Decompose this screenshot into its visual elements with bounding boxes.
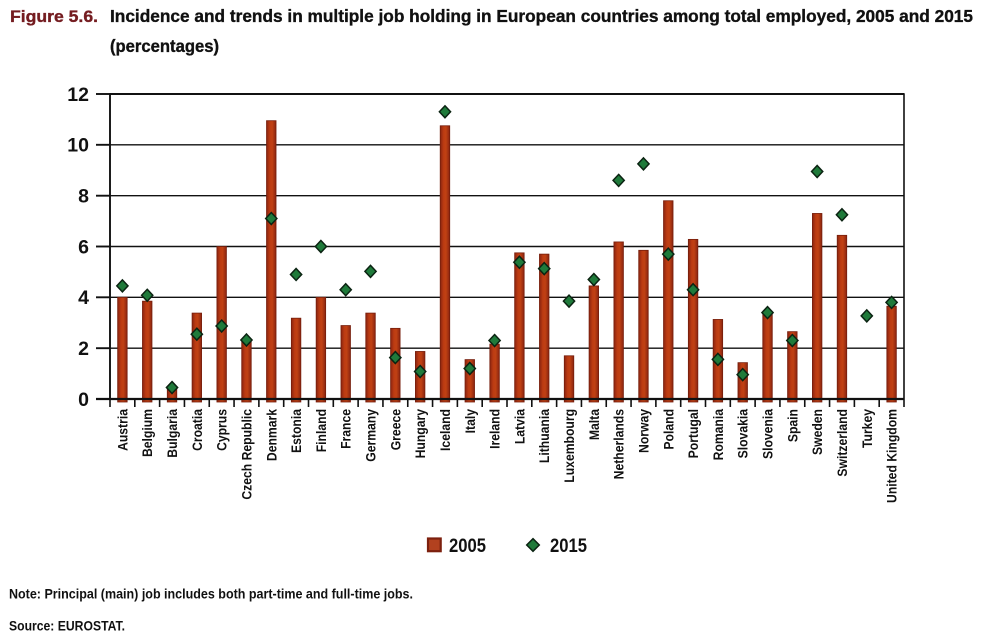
svg-text:Lithuania: Lithuania (536, 408, 552, 463)
svg-text:Denmark: Denmark (263, 408, 279, 461)
svg-text:12: 12 (67, 84, 89, 106)
svg-text:Germany: Germany (363, 408, 379, 461)
svg-text:Czech Republic: Czech Republic (239, 409, 255, 500)
svg-text:2005: 2005 (449, 535, 486, 557)
svg-text:Netherlands: Netherlands (611, 409, 627, 479)
svg-text:Note: Principal (main) job inc: Note: Principal (main) job includes both… (9, 586, 413, 602)
svg-text:Source: EUROSTAT.: Source: EUROSTAT. (9, 618, 125, 634)
svg-text:Latvia: Latvia (512, 408, 528, 444)
svg-text:Norway: Norway (636, 408, 652, 453)
svg-text:Turkey: Turkey (859, 408, 875, 448)
svg-text:Belgium: Belgium (139, 409, 155, 457)
svg-text:Sweden: Sweden (809, 409, 825, 455)
svg-text:6: 6 (78, 236, 89, 258)
svg-text:2015: 2015 (550, 535, 587, 557)
svg-text:Croatia: Croatia (189, 408, 205, 451)
svg-text:Estonia: Estonia (288, 408, 304, 453)
svg-text:Greece: Greece (388, 409, 404, 450)
svg-text:Slovenia: Slovenia (760, 408, 776, 459)
svg-text:Switzerland: Switzerland (834, 409, 850, 477)
svg-text:Poland: Poland (660, 409, 676, 450)
svg-text:Cyprus: Cyprus (214, 409, 230, 451)
svg-text:(percentages): (percentages) (110, 36, 219, 56)
svg-text:United Kingdom: United Kingdom (884, 409, 900, 503)
svg-text:Bulgaria: Bulgaria (164, 408, 180, 457)
svg-text:2: 2 (78, 338, 89, 360)
svg-text:8: 8 (78, 186, 89, 208)
svg-text:Figure 5.6.: Figure 5.6. (10, 8, 98, 26)
svg-text:Iceland: Iceland (437, 409, 453, 451)
svg-text:Malta: Malta (586, 408, 602, 440)
svg-text:Romania: Romania (710, 408, 726, 460)
svg-text:Incidence and trends in multip: Incidence and trends in multiple job hol… (110, 6, 973, 26)
svg-text:France: France (338, 409, 354, 449)
svg-text:Slovakia: Slovakia (735, 408, 751, 458)
svg-text:Austria: Austria (115, 408, 131, 451)
svg-text:Finland: Finland (313, 409, 329, 452)
svg-text:10: 10 (67, 135, 89, 157)
svg-text:Italy: Italy (462, 408, 478, 433)
svg-text:0: 0 (78, 389, 89, 411)
svg-text:4: 4 (78, 287, 89, 309)
svg-text:Portugal: Portugal (685, 409, 701, 458)
svg-text:Luxembourg: Luxembourg (561, 409, 577, 483)
svg-text:Spain: Spain (785, 409, 801, 442)
svg-text:Hungary: Hungary (412, 408, 428, 458)
svg-text:Ireland: Ireland (487, 409, 503, 449)
